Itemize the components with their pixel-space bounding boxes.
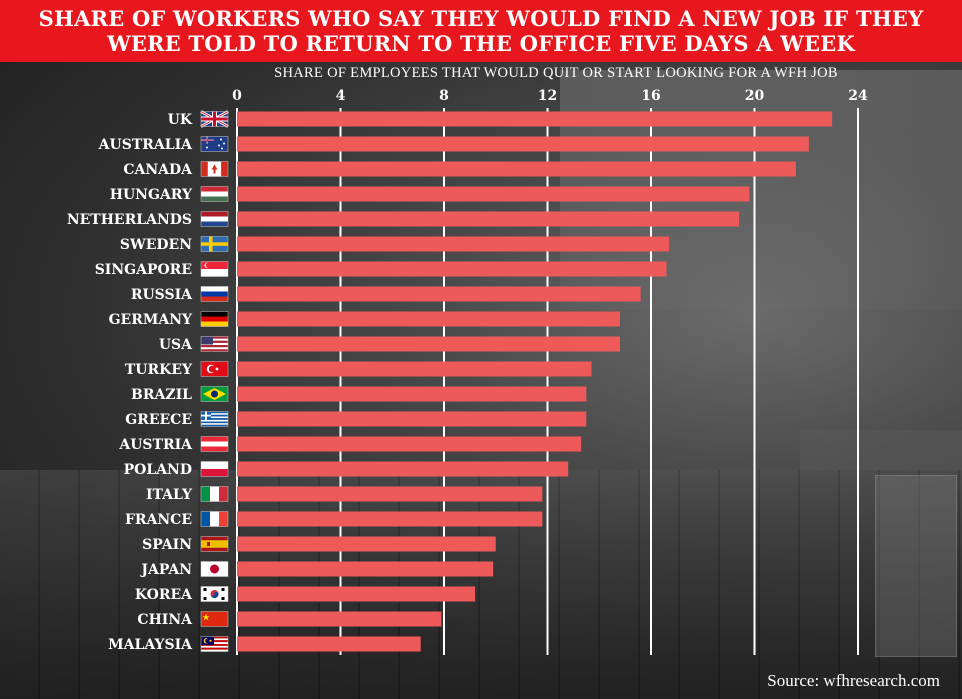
bar-turkey xyxy=(237,361,592,377)
poland-flag-icon xyxy=(200,461,229,477)
category-label: SINGAPORE xyxy=(95,262,192,278)
category-label: KOREA xyxy=(135,587,193,603)
austria-flag-icon xyxy=(200,436,229,452)
hungary-flag-icon xyxy=(200,186,229,202)
brazil-flag-icon xyxy=(200,386,229,402)
category-label: CANADA xyxy=(123,162,193,178)
background-desk xyxy=(800,430,962,470)
bar-singapore xyxy=(237,261,667,277)
category-label: BRAZIL xyxy=(131,387,192,403)
x-tick-label: 20 xyxy=(745,88,765,104)
turkey-flag-icon xyxy=(200,361,229,377)
bar-russia xyxy=(237,286,641,302)
germany-flag-icon xyxy=(200,311,229,327)
x-tick-label: 16 xyxy=(641,88,660,104)
france-flag-icon xyxy=(200,511,229,527)
australia-flag-icon xyxy=(200,136,229,152)
bar-spain xyxy=(237,536,496,552)
netherlands-flag-icon xyxy=(200,211,229,227)
bar-korea xyxy=(237,586,476,602)
sweden-flag-icon xyxy=(200,236,229,252)
category-label: AUSTRALIA xyxy=(98,137,193,153)
bar-germany xyxy=(237,311,620,327)
background-cabinet xyxy=(875,475,957,657)
category-label: POLAND xyxy=(124,462,192,478)
source-credit: Source: wfhresearch.com xyxy=(767,671,940,690)
malaysia-flag-icon xyxy=(200,636,229,652)
category-label: MALAYSIA xyxy=(108,637,193,653)
bar-china xyxy=(237,611,442,627)
background-floor xyxy=(0,470,962,699)
category-label: SWEDEN xyxy=(120,237,192,253)
category-label: GREECE xyxy=(125,412,192,428)
uk-flag-icon xyxy=(200,110,229,128)
greece-flag-icon xyxy=(200,411,229,427)
bar-canada xyxy=(237,161,796,177)
bar-australia xyxy=(237,136,809,152)
japan-flag-icon xyxy=(200,561,229,577)
bar-sweden xyxy=(237,236,670,252)
china-flag-icon xyxy=(200,611,229,627)
bar-brazil xyxy=(237,386,587,402)
bar-france xyxy=(237,511,543,527)
category-label: GERMANY xyxy=(109,312,193,328)
bar-italy xyxy=(237,486,543,502)
category-label: JAPAN xyxy=(139,562,192,578)
category-label: USA xyxy=(159,337,193,353)
category-label: CHINA xyxy=(137,612,193,628)
x-tick-label: 24 xyxy=(848,88,868,104)
italy-flag-icon xyxy=(200,486,229,502)
russia-flag-icon xyxy=(200,286,229,302)
x-tick-label: 8 xyxy=(439,88,449,104)
singapore-flag-icon xyxy=(200,261,229,277)
bar-uk xyxy=(237,111,833,127)
category-label: TURKEY xyxy=(125,362,193,378)
chart-title: SHARE OF WORKERS WHO SAY THEY WOULD FIND… xyxy=(38,6,924,56)
category-label: AUSTRIA xyxy=(118,437,193,453)
x-tick-label: 0 xyxy=(232,88,242,104)
spain-flag-icon xyxy=(200,536,229,552)
bar-austria xyxy=(237,436,582,452)
x-axis-title: SHARE OF EMPLOYEES THAT WOULD QUIT OR ST… xyxy=(274,65,838,81)
bar-netherlands xyxy=(237,211,739,227)
bar-usa xyxy=(237,336,620,352)
bar-malaysia xyxy=(237,636,421,652)
bar-poland xyxy=(237,461,569,477)
bar-hungary xyxy=(237,186,750,202)
category-label: ITALY xyxy=(146,487,193,503)
usa-flag-icon xyxy=(200,336,229,352)
bar-japan xyxy=(237,561,494,577)
category-label: HUNGARY xyxy=(110,187,193,203)
category-label: NETHERLANDS xyxy=(67,212,192,228)
category-label: RUSSIA xyxy=(131,287,193,303)
canada-flag-icon xyxy=(200,161,229,177)
category-label: UK xyxy=(168,112,193,128)
title-banner: SHARE OF WORKERS WHO SAY THEY WOULD FIND… xyxy=(0,0,962,62)
category-label: SPAIN xyxy=(142,537,192,553)
x-tick-label: 4 xyxy=(336,88,346,104)
korea-flag-icon xyxy=(200,586,229,602)
bar-greece xyxy=(237,411,587,427)
category-label: FRANCE xyxy=(125,512,192,528)
x-tick-label: 12 xyxy=(538,88,557,104)
